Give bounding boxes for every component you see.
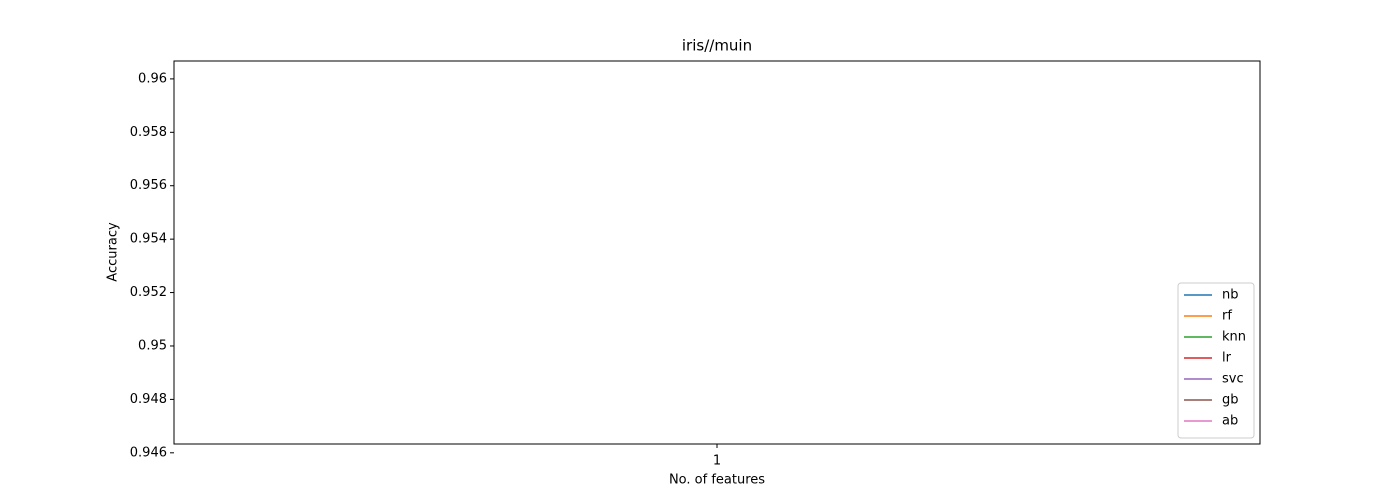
legend-label: gb xyxy=(1222,393,1239,408)
y-tick-label: 0.952 xyxy=(130,285,167,300)
y-tick-label: 0.95 xyxy=(138,338,167,353)
x-tick-label: 1 xyxy=(713,454,721,469)
y-tick-label: 0.948 xyxy=(130,392,167,407)
legend-label: ab xyxy=(1222,414,1238,429)
legend-label: rf xyxy=(1222,309,1232,324)
y-tick-label: 0.956 xyxy=(130,178,167,193)
plot-frame xyxy=(173,60,1261,445)
y-tick-label: 0.946 xyxy=(130,445,167,460)
legend-box xyxy=(1177,282,1255,439)
y-tick-label: 0.958 xyxy=(130,125,167,140)
legend-label: knn xyxy=(1222,330,1246,345)
legend-label: lr xyxy=(1222,351,1232,366)
legend-label: nb xyxy=(1222,288,1239,303)
chart-title: iris//muin xyxy=(682,37,752,55)
y-axis-label: Accuracy xyxy=(106,222,121,282)
y-tick-label: 0.96 xyxy=(138,71,167,86)
x-axis-label: No. of features xyxy=(669,473,765,488)
legend-label: svc xyxy=(1222,372,1244,387)
y-tick-label: 0.954 xyxy=(130,232,167,247)
